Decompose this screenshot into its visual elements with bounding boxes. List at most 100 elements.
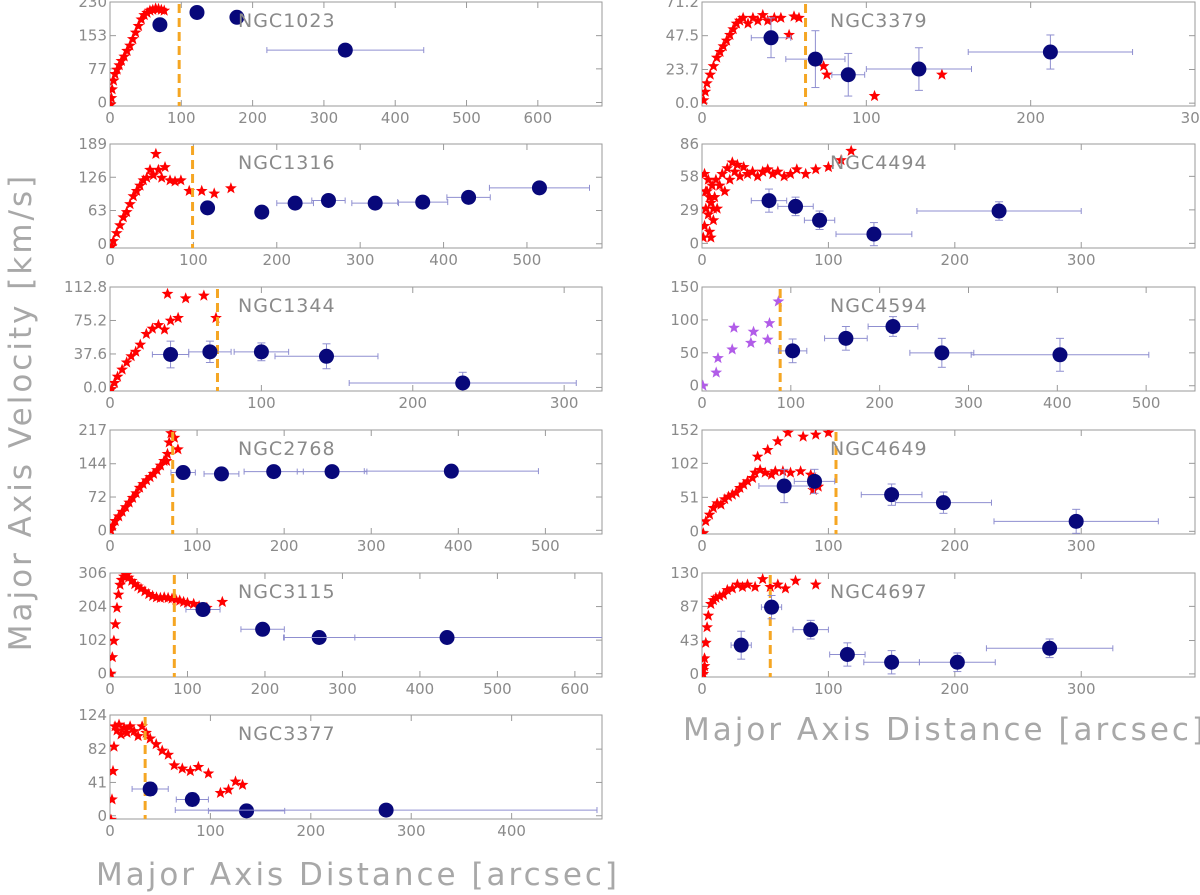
x-tick-label: 0 xyxy=(697,537,707,555)
star-point xyxy=(749,466,761,478)
star-point xyxy=(152,163,165,175)
star-point xyxy=(707,202,720,214)
star-point xyxy=(705,196,717,208)
star-point xyxy=(124,39,136,51)
star-point xyxy=(110,740,120,752)
x-tick-label: 300 xyxy=(310,109,339,127)
x-tick-label: 200 xyxy=(1016,109,1045,127)
y-tick-label: 306 xyxy=(78,564,107,582)
star-point xyxy=(728,321,740,333)
x-tick-label: 300 xyxy=(954,394,983,412)
x-tick-label: 100 xyxy=(814,251,843,269)
star-point xyxy=(809,163,822,175)
y-tick-label: 100 xyxy=(670,311,699,329)
y-tick-label: 102 xyxy=(670,454,699,472)
star-point xyxy=(110,234,120,247)
star-point xyxy=(788,10,800,22)
x-tick-label: 500 xyxy=(531,537,560,555)
star-point xyxy=(236,778,249,790)
data-point xyxy=(788,198,804,214)
star-point xyxy=(717,40,730,52)
star-point xyxy=(110,227,123,239)
plot-frame xyxy=(109,286,603,392)
data-point xyxy=(531,180,547,196)
star-point xyxy=(702,609,715,621)
star-point xyxy=(702,659,711,672)
panel-ngc2768: 0 100 200 300 400 500 0 72 144 217 NGC2768 xyxy=(78,421,603,555)
star-point xyxy=(132,19,145,31)
star-point xyxy=(761,443,774,455)
star-point xyxy=(726,582,739,594)
star-point xyxy=(711,497,724,509)
x-tick-label: 500 xyxy=(483,680,512,698)
star-point xyxy=(809,578,822,590)
panel-title: NGC3379 xyxy=(830,10,928,32)
x-tick-label: 0 xyxy=(105,822,115,840)
plot-frame xyxy=(701,286,1196,392)
x-tick-label: 600 xyxy=(524,109,553,127)
panel-ngc4594: 0 100 200 300 400 500 0 50 100 150 NGC4594 xyxy=(670,278,1196,412)
x-tick-label: 0 xyxy=(697,394,707,412)
star-point xyxy=(144,470,156,483)
star-point xyxy=(128,725,140,737)
star-point xyxy=(765,468,778,480)
x-tick-label: 100 xyxy=(777,394,806,412)
star-point xyxy=(720,34,733,46)
data-point xyxy=(287,195,303,211)
star-point xyxy=(151,464,163,476)
plot-frame xyxy=(109,429,603,535)
y-tick-label: 150 xyxy=(670,278,699,296)
data-point xyxy=(213,466,229,482)
star-point xyxy=(702,527,710,534)
star-point xyxy=(161,287,174,299)
x-tick-label: 100 xyxy=(814,680,843,698)
star-point xyxy=(129,345,142,357)
star-point xyxy=(176,762,189,774)
x-tick-label: 100 xyxy=(167,109,196,127)
star-point xyxy=(125,350,138,362)
plot-frame xyxy=(109,572,603,678)
star-point xyxy=(708,191,721,203)
star-point xyxy=(718,185,731,197)
panel-title: NGC4494 xyxy=(830,152,928,174)
star-point xyxy=(769,465,782,477)
y-tick-label: 112.8 xyxy=(64,278,107,296)
y-tick-label: 217 xyxy=(78,421,107,439)
x-tick-label: 200 xyxy=(270,537,299,555)
data-point xyxy=(776,478,792,494)
y-tick-label: 50 xyxy=(680,344,699,362)
star-point xyxy=(116,363,128,375)
star-point xyxy=(222,783,235,795)
star-point xyxy=(110,618,122,630)
data-point xyxy=(911,61,927,77)
y-tick-label: 0 xyxy=(689,234,699,252)
star-point xyxy=(702,219,711,232)
star-point xyxy=(726,488,739,500)
star-point xyxy=(721,583,734,596)
star-point xyxy=(702,515,712,527)
star-point xyxy=(737,160,750,173)
data-point xyxy=(439,630,455,646)
star-point xyxy=(790,163,803,175)
star-point xyxy=(119,501,132,513)
star-point xyxy=(150,738,163,750)
y-tick-label: 102 xyxy=(78,631,107,649)
plot-frame xyxy=(109,143,603,249)
star-point xyxy=(936,68,948,80)
plot-area xyxy=(110,573,602,677)
star-point xyxy=(133,481,146,493)
x-tick-label: 200 xyxy=(238,109,267,127)
star-point xyxy=(192,760,205,772)
x-tick-label: 300 xyxy=(397,822,426,840)
star-point xyxy=(804,468,817,480)
star-point xyxy=(147,467,160,479)
x-tick-label: 0 xyxy=(105,109,115,127)
x-tick-label: 400 xyxy=(1043,394,1072,412)
x-tick-label: 0 xyxy=(105,680,115,698)
y-tick-label: 126 xyxy=(78,168,107,186)
data-point xyxy=(367,195,383,211)
star-point xyxy=(707,60,720,72)
star-point xyxy=(703,225,716,237)
star-point xyxy=(195,184,208,196)
x-tick-label: 100 xyxy=(173,680,202,698)
